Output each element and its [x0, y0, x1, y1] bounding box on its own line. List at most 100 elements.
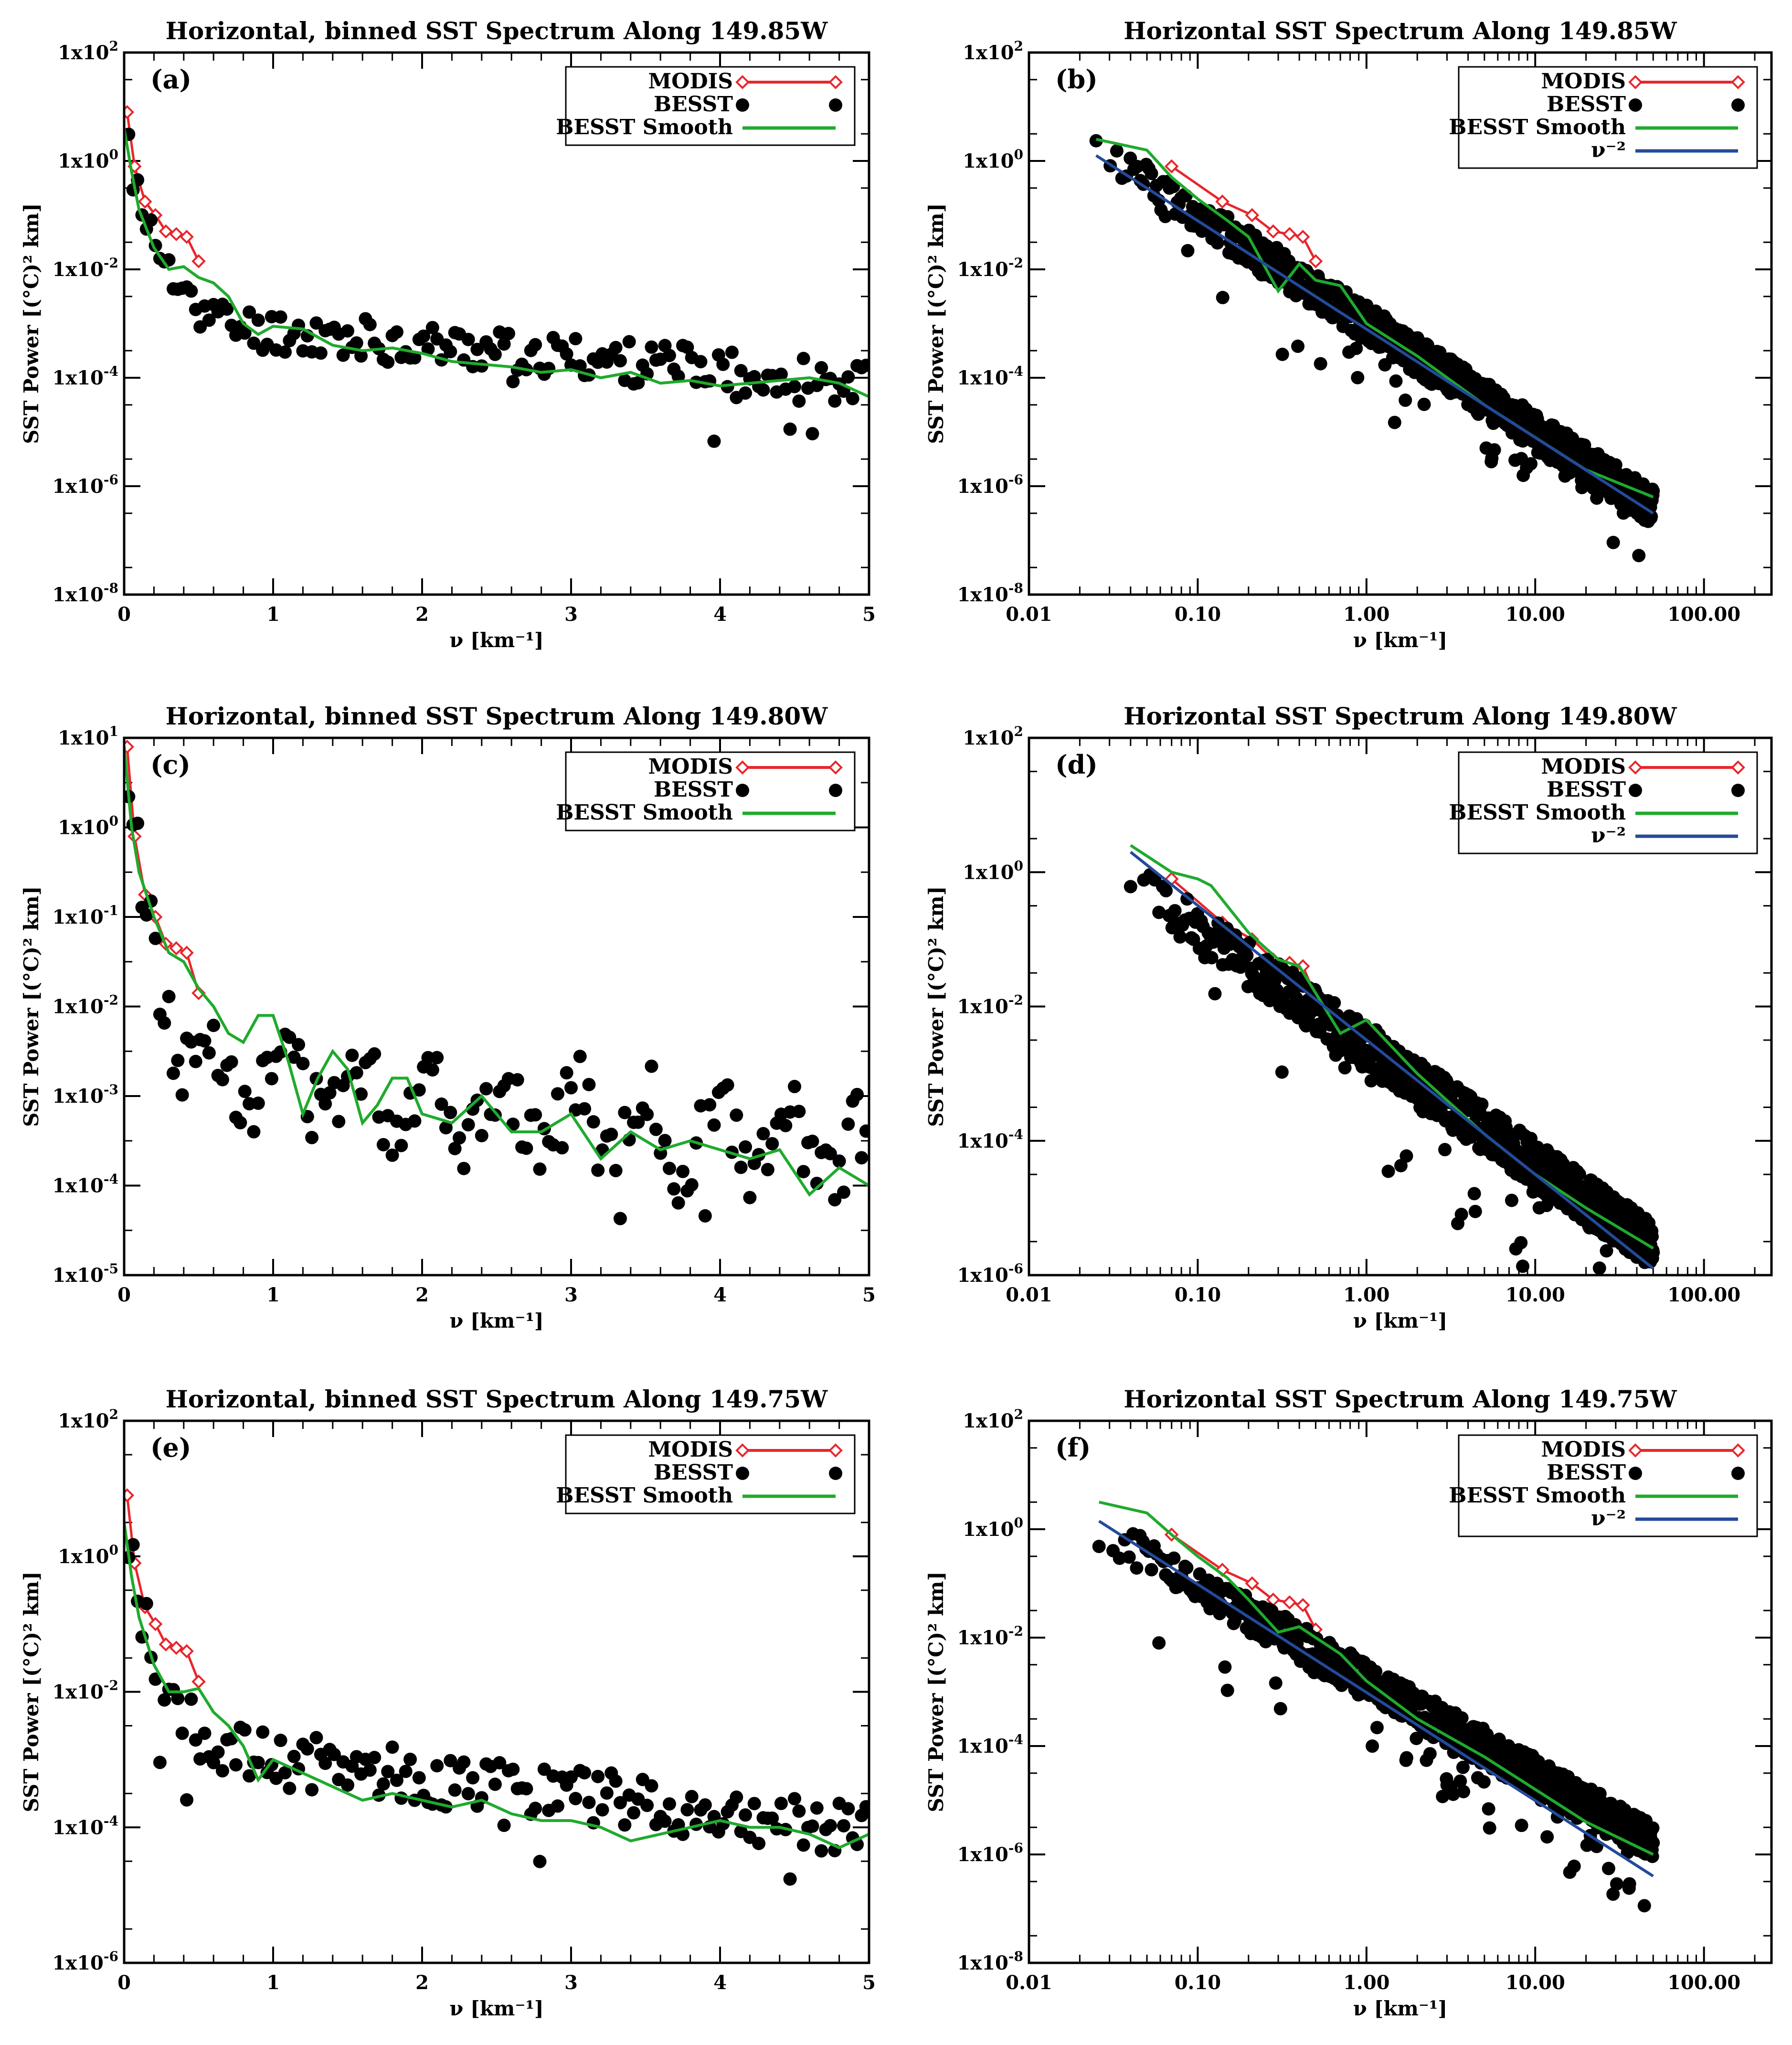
power-law-line: [1129, 851, 1654, 1270]
besst-point: [569, 1792, 583, 1806]
besst-point: [707, 434, 721, 448]
besst-point: [1145, 167, 1158, 181]
y-tick-label: 1x100: [963, 1515, 1023, 1541]
besst-point: [439, 1121, 453, 1135]
legend-label: MODIS: [648, 69, 733, 94]
modis-marker: [1295, 1598, 1310, 1612]
besst-point: [466, 1771, 480, 1785]
besst-point: [283, 1781, 297, 1795]
legend-label: BESST: [1547, 1460, 1626, 1485]
modis-marker: [1282, 1595, 1297, 1610]
besst-point: [1482, 1802, 1495, 1816]
besst-point: [600, 1786, 614, 1800]
y-tick-label: 1x10-1: [53, 903, 118, 928]
besst-point: [1208, 987, 1222, 1001]
modis-marker: [1245, 208, 1260, 223]
besst-point: [698, 1209, 712, 1223]
panel-label: (f): [1055, 1432, 1091, 1463]
x-tick-label: 0.10: [1175, 1971, 1221, 1994]
besst-point: [184, 1692, 198, 1706]
y-axis-label: SST Power [(°C)² km]: [20, 886, 43, 1127]
besst-point: [1436, 1789, 1450, 1803]
x-tick-label: 100.00: [1667, 1284, 1740, 1306]
modis-marker: [138, 194, 152, 209]
plot-frame: [1028, 51, 1773, 596]
besst-point: [739, 1140, 753, 1154]
legend-label: MODIS: [648, 1438, 733, 1462]
besst-point: [390, 1773, 403, 1787]
besst-point: [126, 1538, 140, 1552]
panel-label: (b): [1055, 64, 1098, 95]
legend-besst-marker: [736, 784, 749, 797]
besst-point: [761, 1163, 774, 1177]
besst-point: [278, 345, 292, 359]
besst-point: [336, 348, 350, 362]
plot-frame: [123, 736, 870, 1277]
besst-point: [779, 1118, 793, 1132]
besst-point: [278, 1766, 292, 1779]
besst-point: [1400, 1149, 1413, 1163]
besst-point: [1610, 1877, 1623, 1891]
besst-point: [1615, 1316, 1629, 1329]
legend-label: MODIS: [648, 755, 733, 779]
besst-point: [551, 1799, 564, 1813]
besst-point: [796, 1838, 810, 1852]
besst-point: [1524, 457, 1538, 471]
plot-area-d: [1124, 844, 1660, 1329]
besst-point: [1180, 1561, 1194, 1575]
besst-smooth-line: [124, 128, 869, 398]
x-tick-label: 0.10: [1175, 603, 1221, 626]
besst-point: [694, 355, 708, 369]
y-tick-label: 1x10-2: [957, 992, 1023, 1018]
x-tick-label: 3: [564, 603, 578, 626]
x-tick-label: 4: [713, 603, 727, 626]
plot-area-a: [124, 105, 869, 448]
besst-point: [1381, 1164, 1395, 1178]
legend-box: [1458, 1434, 1758, 1537]
besst-point: [251, 1097, 265, 1110]
besst-point: [1314, 357, 1327, 371]
besst-point: [823, 1819, 837, 1832]
besst-point: [837, 1185, 850, 1199]
besst-point: [287, 1749, 301, 1763]
besst-point: [1477, 1775, 1491, 1789]
besst-point: [1122, 1550, 1136, 1564]
besst-point: [408, 351, 422, 365]
besst-point: [238, 326, 252, 340]
besst-points: [1089, 134, 1660, 563]
besst-point: [622, 335, 636, 349]
x-tick-label: 10.00: [1506, 1971, 1565, 1994]
besst-point: [1616, 1285, 1630, 1299]
besst-point: [850, 1087, 864, 1101]
besst-point: [1446, 1788, 1460, 1801]
plot-area-e: [124, 1488, 869, 1886]
besst-point: [555, 1141, 569, 1155]
besst-point: [734, 1161, 748, 1174]
plot-area-b: [1089, 134, 1660, 563]
besst-point: [332, 1115, 346, 1129]
besst-point: [1092, 1540, 1106, 1554]
besst-point: [475, 1129, 488, 1142]
besst-point: [1130, 1561, 1144, 1575]
besst-point: [1158, 210, 1172, 224]
besst-point: [618, 1106, 632, 1119]
besst-point: [493, 1756, 507, 1769]
besst-point: [341, 1778, 354, 1792]
besst-point: [703, 1098, 717, 1112]
y-tick-label: 1x10-2: [957, 255, 1023, 281]
besst-point: [394, 1139, 408, 1152]
besst-point: [837, 1819, 850, 1832]
legend-besst-marker: [1731, 784, 1745, 797]
modis-marker: [148, 1617, 163, 1631]
besst-point: [497, 1819, 511, 1832]
y-tick-label: 1x102: [963, 724, 1023, 749]
besst-point: [1567, 1859, 1581, 1873]
legend-label: BESST: [654, 778, 733, 802]
y-tick-label: 1x100: [963, 147, 1023, 172]
besst-point: [774, 1797, 788, 1811]
besst-point: [1220, 1683, 1234, 1697]
y-tick-label: 1x10-4: [53, 1172, 118, 1197]
x-tick-label: 0.10: [1175, 1284, 1221, 1306]
besst-point: [341, 324, 354, 338]
legend-label: MODIS: [1541, 755, 1626, 779]
